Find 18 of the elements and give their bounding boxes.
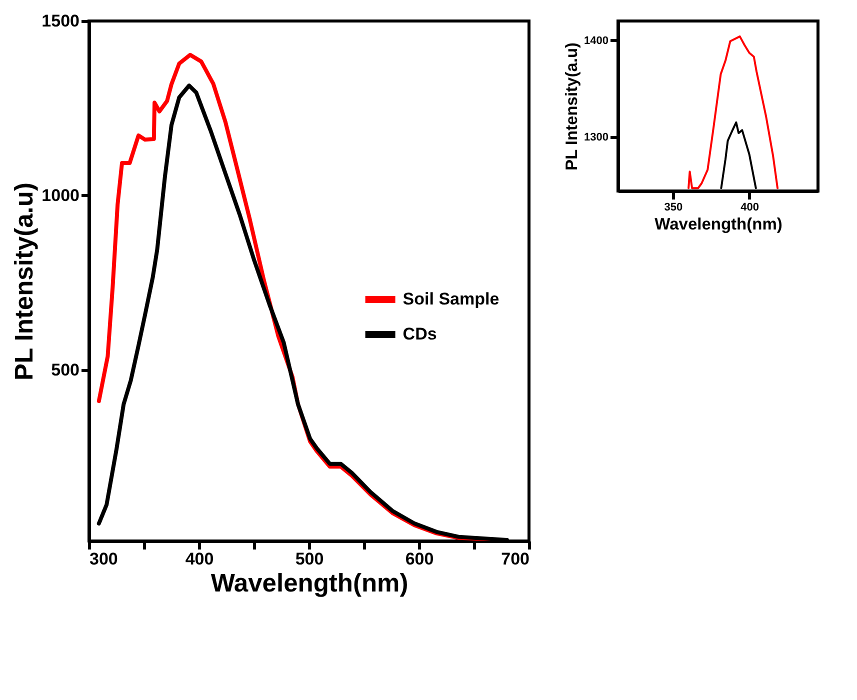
y-tick-label: 1000 [42,186,80,205]
x-axis-title: Wavelength(nm) [210,570,408,598]
y-tick-label: 1300 [584,131,608,144]
legend-label: CDs [402,324,437,344]
x-tick-label: 500 [295,550,324,568]
x-tick-label: 400 [185,550,214,568]
x-tick-label: 400 [740,202,759,214]
x-tick-label: 600 [405,550,434,568]
y-axis-title: PL Intensity(a.u) [563,42,582,171]
y-tick-label: 500 [51,360,80,380]
y-tick-label: 1400 [584,34,608,47]
x-tick-label: 350 [664,202,683,214]
y-axis-title: PL Intensity(a.u) [10,182,39,380]
x-tick-label: 700 [501,550,530,568]
y-tick-label: 1500 [42,12,80,30]
x-tick-label: 300 [90,550,118,568]
legend-label: Soil Sample [402,290,500,308]
x-axis-title: Wavelength(nm) [654,216,782,234]
